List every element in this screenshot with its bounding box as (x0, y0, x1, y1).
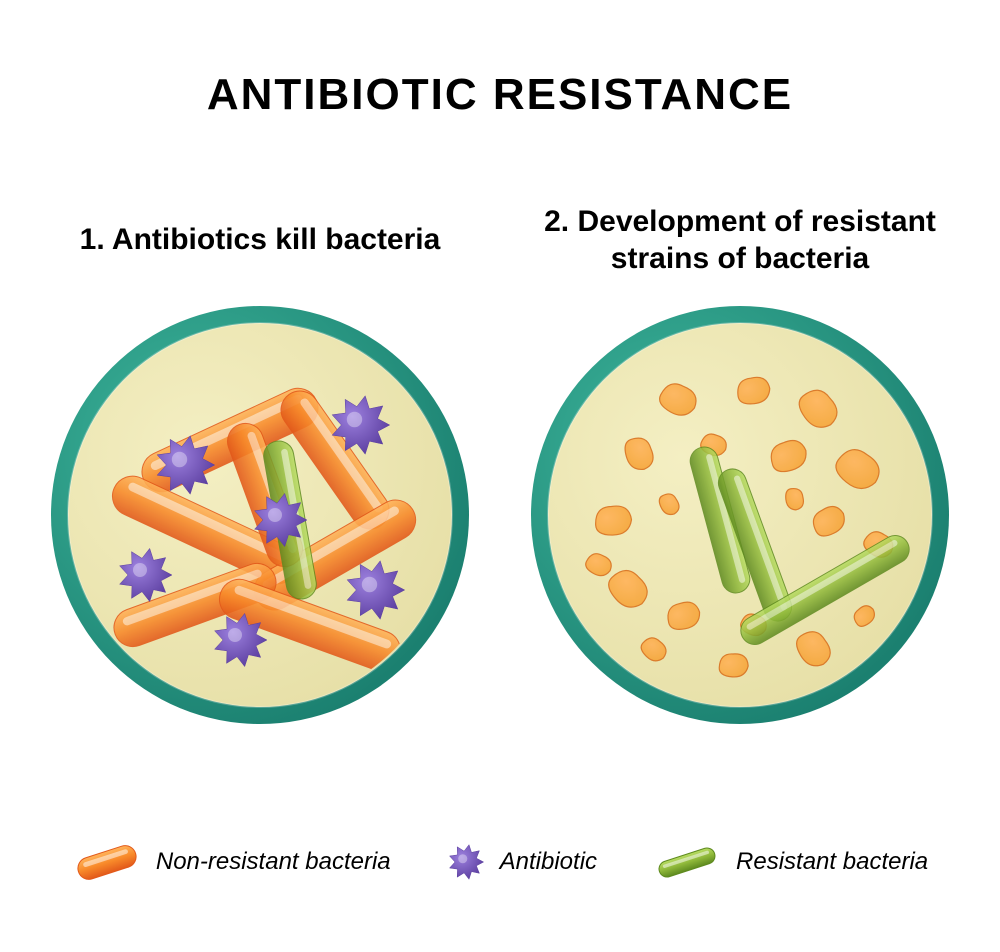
panel-1: 1. Antibiotics kill bacteria (40, 200, 480, 725)
antibiotic-icon (446, 842, 486, 882)
petri-dish-2 (530, 305, 950, 725)
legend-item-antibiotic: Antibiotic (446, 842, 597, 882)
panel-1-title: 1. Antibiotics kill bacteria (80, 200, 441, 280)
legend: Non-resistant bacteria Antibiotic Resist… (0, 842, 1000, 882)
legend-item-resistant: Resistant bacteria (652, 845, 928, 880)
panels-row: 1. Antibiotics kill bacteria 2. Developm… (0, 200, 1000, 725)
legend-item-non-resistant: Non-resistant bacteria (72, 845, 391, 880)
resistant-bacteria-icon (652, 845, 722, 880)
non-resistant-bacteria-icon (72, 845, 142, 880)
legend-label-non-resistant: Non-resistant bacteria (156, 848, 391, 876)
legend-label-resistant: Resistant bacteria (736, 848, 928, 876)
legend-label-antibiotic: Antibiotic (500, 848, 597, 876)
page-title: ANTIBIOTIC RESISTANCE (0, 70, 1000, 120)
dish-2-svg (530, 305, 950, 725)
dish-1-svg (50, 305, 470, 725)
panel-2: 2. Development of resistant strains of b… (520, 200, 960, 725)
petri-dish-1 (50, 305, 470, 725)
panel-2-title: 2. Development of resistant strains of b… (520, 200, 960, 280)
